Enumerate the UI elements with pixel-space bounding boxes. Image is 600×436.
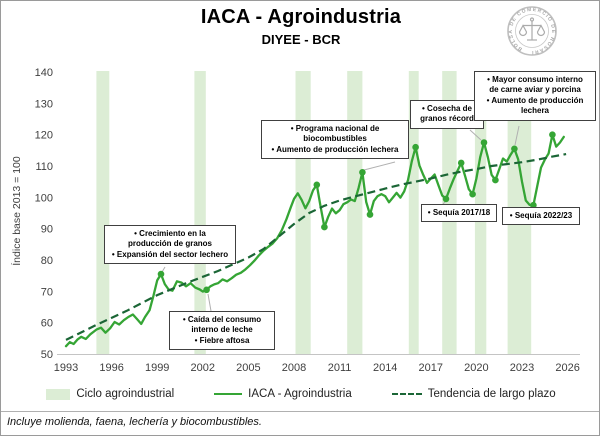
x-tick-label: 2005 bbox=[236, 362, 260, 374]
annotation-leader bbox=[442, 201, 446, 205]
y-tick-label: 100 bbox=[35, 192, 53, 204]
legend-label: Ciclo agroindustrial bbox=[76, 388, 175, 400]
bcr-seal-logo: BOLSA DE COMERCIO DE ROSARIO bbox=[505, 4, 557, 56]
series-line-iaca bbox=[64, 133, 565, 348]
x-tick-label: 1996 bbox=[99, 362, 123, 374]
y-tick-label: 140 bbox=[35, 67, 53, 79]
y-tick-label: 70 bbox=[41, 286, 53, 298]
legend-label: Tendencia de largo plazo bbox=[427, 388, 556, 400]
data-point-dot bbox=[157, 270, 165, 278]
x-tick-label: 2023 bbox=[510, 362, 534, 374]
x-tick-label: 2002 bbox=[191, 362, 215, 374]
y-axis-title: Índice base 2013 = 100 bbox=[11, 156, 23, 266]
annotation-leader bbox=[363, 161, 396, 171]
annotation-leader bbox=[207, 293, 212, 312]
cycle-band bbox=[347, 71, 363, 354]
cycle-band bbox=[96, 71, 110, 354]
data-point-dot bbox=[511, 145, 518, 153]
y-tick-label: 60 bbox=[41, 318, 53, 330]
data-point-dot bbox=[549, 131, 556, 138]
legend-item-trend: Tendencia de largo plazo bbox=[391, 388, 556, 400]
y-tick-label: 90 bbox=[41, 224, 53, 236]
y-tick-label: 130 bbox=[35, 98, 53, 110]
data-point-dot bbox=[313, 181, 321, 189]
x-tick-label: 1993 bbox=[54, 362, 78, 374]
data-point-dot bbox=[530, 201, 537, 209]
cycle-band bbox=[408, 71, 419, 354]
y-tick-label: 120 bbox=[35, 130, 53, 142]
data-point-dot bbox=[203, 286, 210, 294]
x-tick-label: 2008 bbox=[282, 362, 306, 374]
data-point-dot bbox=[442, 195, 450, 203]
x-tick-label: 2026 bbox=[555, 362, 579, 374]
page-title: IACA - Agroindustria bbox=[200, 6, 402, 28]
annotation-growth-grains: • Crecimiento en la producción de granos… bbox=[104, 225, 236, 265]
data-point-dot bbox=[412, 143, 419, 151]
x-tick-label: 2017 bbox=[419, 362, 443, 374]
annotation-biofuels-program: • Programa nacional de biocombustibles •… bbox=[261, 120, 409, 160]
annotation-drought-2022-23: • Sequía 2022/23 bbox=[502, 207, 580, 226]
cycle-band bbox=[194, 71, 206, 354]
page-subtitle: DIYEE - BCR bbox=[261, 32, 341, 47]
x-tick-label: 1999 bbox=[145, 362, 169, 374]
data-point-dot bbox=[457, 159, 465, 167]
y-tick-label: 110 bbox=[35, 161, 53, 173]
y-tick-label: 80 bbox=[41, 255, 53, 267]
trend-line-swatch bbox=[391, 393, 422, 395]
legend-label: IACA - Agroindustria bbox=[248, 388, 352, 400]
x-tick-label: 2020 bbox=[464, 362, 488, 374]
data-point-dot bbox=[366, 211, 374, 218]
annotation-milk-decline: • Caída del consumo interno de leche • F… bbox=[169, 311, 275, 351]
legend-item-iaca: IACA - Agroindustria bbox=[214, 388, 352, 400]
x-tick-label: 2011 bbox=[328, 362, 352, 374]
series-line-swatch bbox=[214, 393, 243, 395]
annotation-leader bbox=[469, 129, 482, 141]
annotation-leader bbox=[514, 125, 520, 146]
scales-icon bbox=[518, 17, 546, 41]
data-point-dot bbox=[359, 169, 366, 176]
data-point-dot bbox=[469, 190, 476, 198]
legend-item-cycle: Ciclo agroindustrial bbox=[46, 388, 174, 400]
data-point-dot bbox=[321, 223, 328, 231]
annotation-record-harvest: • Cosecha de granos récord bbox=[410, 100, 484, 129]
footnote: Incluye molienda, faena, lechería y bioc… bbox=[1, 411, 599, 435]
y-tick-label: 50 bbox=[41, 349, 53, 361]
annotation-meat-consumption: • Mayor consumo interno de carne aviar y… bbox=[474, 71, 596, 121]
cycle-band-swatch bbox=[46, 388, 71, 400]
trend-line bbox=[65, 153, 567, 341]
x-tick-label: 2014 bbox=[373, 362, 397, 374]
seal-inner-ring bbox=[515, 14, 549, 48]
annotation-drought-2017-18: • Sequía 2017/18 bbox=[421, 204, 497, 223]
data-point-dot bbox=[480, 139, 488, 146]
chart-legend: Ciclo agroindustrial IACA - Agroindustri… bbox=[1, 388, 599, 400]
seal-outer-ring bbox=[507, 6, 557, 56]
data-point-dot bbox=[492, 176, 499, 184]
